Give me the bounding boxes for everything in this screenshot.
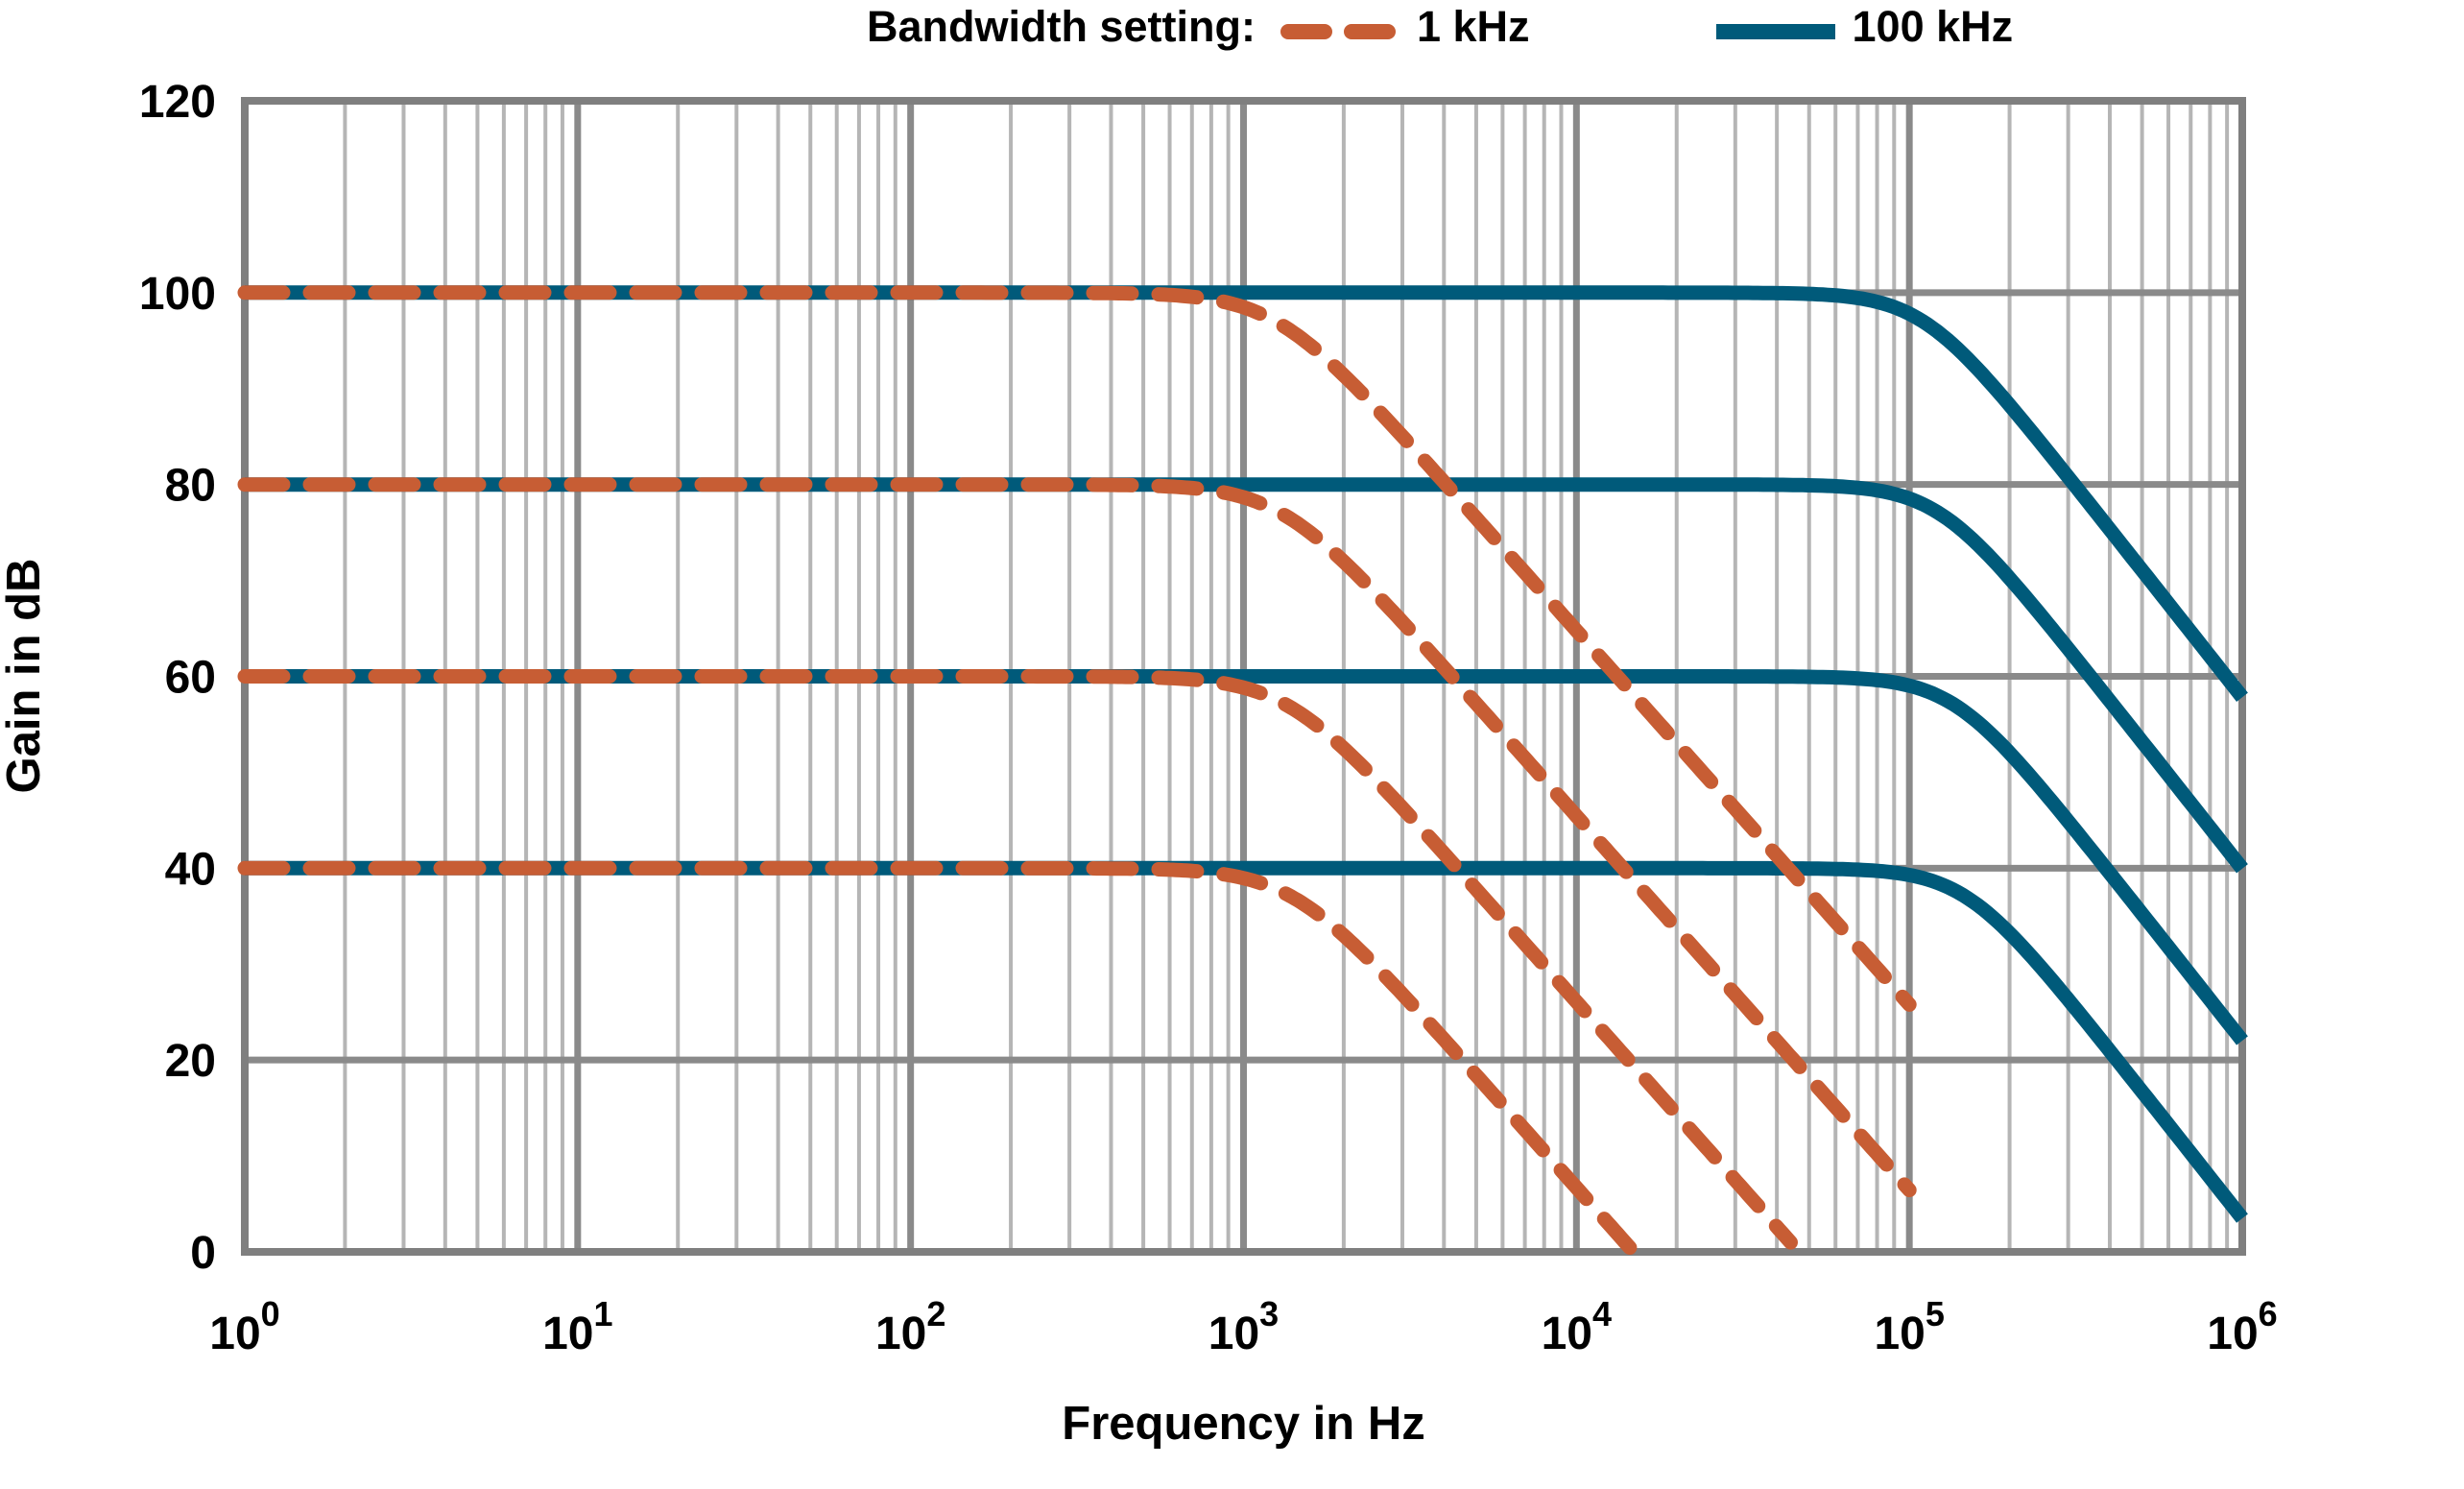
y-tick-label-0: 0	[190, 1228, 216, 1279]
x-tick-label-10e6: 106	[2207, 1294, 2277, 1359]
y-tick-label-100: 100	[139, 269, 216, 320]
solid-line-sample-icon	[1712, 2, 1839, 52]
x-axis-tick-labels: 100 101 102 103 104 105 106	[209, 1294, 2277, 1359]
x-tick-label-10e4: 104	[1542, 1294, 1612, 1359]
legend: Bandwidth setting: 1 kHz 100 kHz	[867, 0, 2013, 54]
y-tick-label-60: 60	[165, 653, 216, 704]
y-axis-tick-labels: 0 20 40 60 80 100 120	[139, 77, 216, 1279]
curve-1khz-80db	[237, 477, 1917, 1198]
y-tick-label-120: 120	[139, 77, 216, 128]
x-tick-label-10e1: 101	[542, 1294, 612, 1359]
x-tick-label-10e0: 100	[209, 1294, 279, 1359]
legend-title: Bandwidth setting:	[867, 2, 1256, 51]
x-tick-label-10e2: 102	[875, 1294, 945, 1359]
y-tick-label-40: 40	[165, 844, 216, 895]
dashed-line-sample-icon	[1280, 2, 1407, 52]
y-tick-label-80: 80	[165, 461, 216, 512]
curve-1khz-100db	[237, 285, 1917, 1012]
y-axis-title: Gain in dB	[0, 558, 50, 794]
x-axis-title: Frequency in Hz	[1062, 1398, 1425, 1450]
y-tick-label-20: 20	[165, 1036, 216, 1087]
curve-1khz-60db	[237, 669, 1798, 1250]
curves-1khz	[237, 285, 1917, 1258]
legend-label-100khz: 100 kHz	[1852, 2, 2014, 51]
x-tick-label-10e5: 105	[1874, 1294, 1944, 1359]
legend-label-1khz: 1 kHz	[1416, 2, 1530, 51]
curve-1khz-40db	[237, 860, 1639, 1258]
x-tick-label-10e3: 103	[1208, 1294, 1279, 1359]
